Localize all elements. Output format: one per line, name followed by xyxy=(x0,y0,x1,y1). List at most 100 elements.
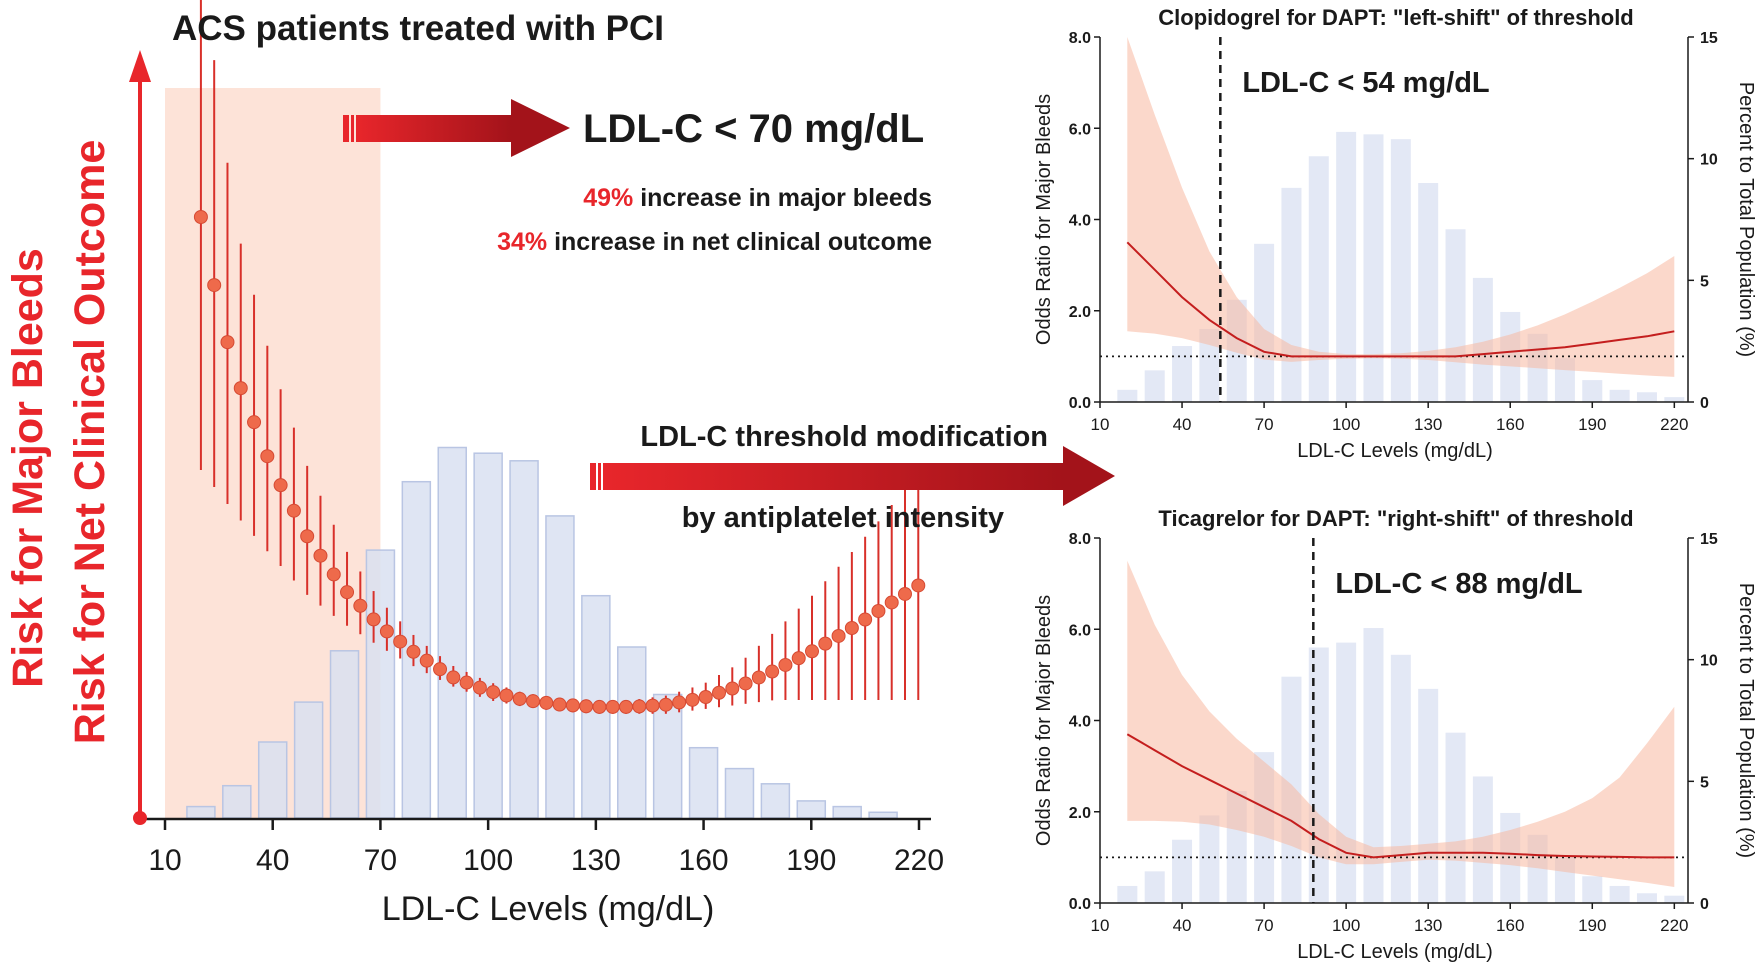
estimate-point xyxy=(366,612,381,627)
x-tick-label: 220 xyxy=(1660,916,1688,935)
estimate-point xyxy=(247,415,262,430)
stat-net-clinical-pct: 34% xyxy=(497,228,547,256)
estimate-point xyxy=(273,478,288,493)
estimate-point xyxy=(858,612,873,627)
histogram-bar xyxy=(832,805,862,819)
clopidogrel-panel: Clopidogrel for DAPT: "left-shift" of th… xyxy=(1033,5,1757,462)
x-tick-label: 190 xyxy=(786,844,836,877)
population-bar xyxy=(1199,815,1220,903)
histogram-bar xyxy=(473,452,503,819)
confidence-band xyxy=(1127,560,1675,887)
histogram-bar xyxy=(545,515,575,819)
estimate-point xyxy=(353,598,368,613)
estimate-point xyxy=(579,699,594,714)
estimate-point xyxy=(565,698,580,713)
estimate-point xyxy=(765,664,780,679)
left-x-axis: 10 40 70 100 130 160 190 220 LDL-C Levels (mg/dL… xyxy=(146,817,944,928)
histogram-bar xyxy=(222,784,252,819)
estimate-point xyxy=(526,694,541,709)
panel-title: Clopidogrel for DAPT: "left-shift" of th… xyxy=(1158,5,1634,30)
histogram-bar xyxy=(257,741,288,819)
stat-major-bleeds: 49% increase in major bleeds xyxy=(583,184,932,212)
x-tick-label: 220 xyxy=(894,844,944,877)
threshold-annotation: LDL-C < 54 mg/dL xyxy=(1242,67,1489,99)
y-tick-label: 0.0 xyxy=(1069,896,1091,913)
population-bar xyxy=(1582,380,1603,402)
estimate-point xyxy=(791,651,806,666)
population-bar xyxy=(1609,885,1630,903)
left-estimate-points xyxy=(193,210,926,714)
population-bar xyxy=(1281,187,1302,402)
estimate-point xyxy=(712,685,727,700)
x-tick-label: 130 xyxy=(571,844,621,877)
x-tick-label: 130 xyxy=(1414,916,1442,935)
y-tick-label: 2.0 xyxy=(1069,304,1091,321)
population-bar xyxy=(1636,392,1657,402)
stat-net-clinical-text: increase in net clinical outcome xyxy=(547,228,932,256)
population-bar xyxy=(1172,839,1193,903)
estimate-point xyxy=(193,210,208,224)
population-bar xyxy=(1472,277,1493,402)
estimate-point xyxy=(340,585,355,600)
population-bar xyxy=(1664,895,1685,903)
x-tick-label: 40 xyxy=(1173,916,1192,935)
estimate-point xyxy=(751,670,766,685)
x-tick-label: 70 xyxy=(1255,415,1274,434)
estimate-point xyxy=(286,503,301,518)
estimate-point xyxy=(552,697,567,712)
population-bar xyxy=(1363,134,1384,403)
population-bar xyxy=(1418,183,1439,402)
y-label-major-bleeds: Risk for Major Bleeds xyxy=(4,248,52,688)
population-bar xyxy=(1144,871,1165,903)
y2-tick-label: 0 xyxy=(1700,395,1709,412)
estimate-point xyxy=(379,624,394,639)
estimate-point xyxy=(672,695,687,710)
histogram-bar xyxy=(796,800,827,819)
population-bar xyxy=(1117,885,1138,903)
estimate-point xyxy=(844,621,859,636)
estimate-point xyxy=(326,567,341,582)
x-tick-label: 10 xyxy=(1091,415,1110,434)
y-tick-label: 4.0 xyxy=(1069,714,1091,731)
x-tick-label: 160 xyxy=(1496,415,1524,434)
main-title: ACS patients treated with PCI xyxy=(172,9,664,48)
estimate-point xyxy=(605,699,620,714)
estimate-point xyxy=(658,697,673,712)
y2-tick-label: 0 xyxy=(1700,896,1709,913)
y-tick-label: 8.0 xyxy=(1069,30,1091,47)
stat-major-bleeds-text: increase in major bleeds xyxy=(633,184,932,212)
histogram-bar xyxy=(617,646,647,819)
x-tick-label: 100 xyxy=(463,844,513,877)
x-tick-label: 190 xyxy=(1578,415,1606,434)
y2-tick-label: 15 xyxy=(1700,30,1718,47)
estimate-point xyxy=(539,695,554,710)
histogram-bar xyxy=(186,805,216,819)
population-bar xyxy=(1308,647,1329,903)
x-tick-label: 10 xyxy=(148,844,181,877)
y-axis-title: Odds Ratio for Major Bleeds xyxy=(1033,94,1055,345)
x-tick-label: 160 xyxy=(679,844,729,877)
estimate-point xyxy=(406,644,421,659)
estimate-point xyxy=(685,692,700,707)
estimate-point xyxy=(300,529,315,544)
histogram-bar xyxy=(293,701,324,819)
estimate-point xyxy=(871,603,886,618)
population-bar xyxy=(1363,628,1384,903)
estimate-point xyxy=(619,699,634,714)
x-tick-label: 10 xyxy=(1091,916,1110,935)
panel-title: Ticagrelor for DAPT: "right-shift" of th… xyxy=(1158,506,1633,531)
population-bar xyxy=(1144,370,1165,402)
odds-ratio-curve xyxy=(1126,241,1675,358)
estimate-point xyxy=(805,644,820,659)
x-tick-label: 160 xyxy=(1496,916,1524,935)
odds-ratio-curve xyxy=(1126,733,1675,859)
threshold-arrow xyxy=(343,99,570,157)
estimate-point xyxy=(911,578,926,593)
estimate-point xyxy=(446,670,461,685)
histogram-bar xyxy=(724,767,755,819)
stat-major-bleeds-pct: 49% xyxy=(583,184,633,212)
population-bar xyxy=(1609,389,1630,402)
x-axis-title: LDL-C Levels (mg/dL) xyxy=(1297,440,1493,462)
estimate-point xyxy=(419,653,434,668)
